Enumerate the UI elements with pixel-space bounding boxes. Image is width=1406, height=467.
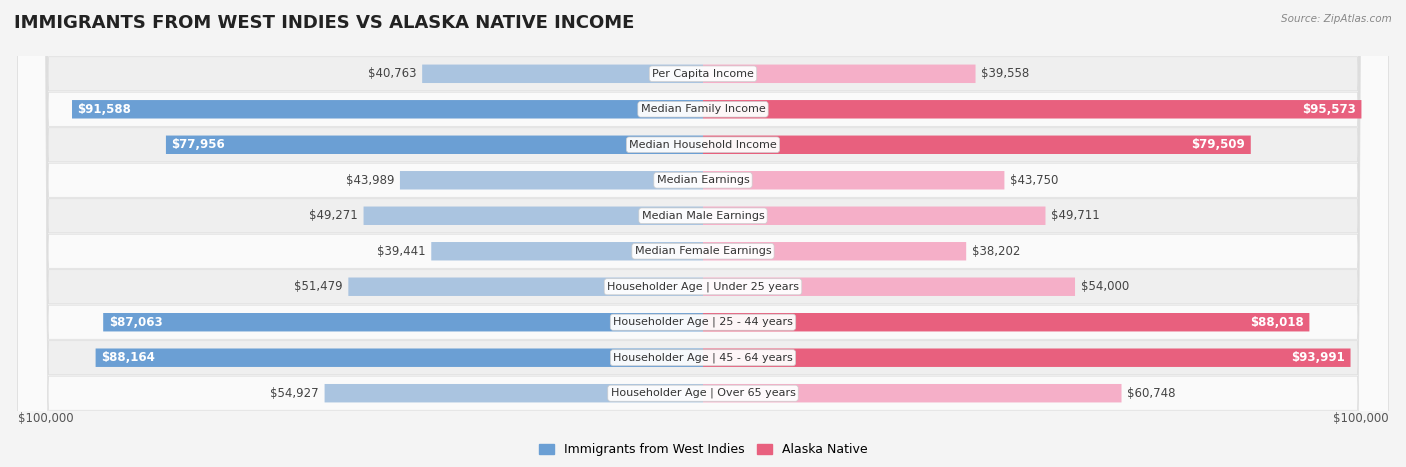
Text: $51,479: $51,479 — [294, 280, 343, 293]
Text: $38,202: $38,202 — [972, 245, 1021, 258]
Text: $60,748: $60,748 — [1128, 387, 1175, 400]
Text: $40,763: $40,763 — [368, 67, 416, 80]
Text: $54,927: $54,927 — [270, 387, 319, 400]
Text: $95,573: $95,573 — [1302, 103, 1355, 116]
FancyBboxPatch shape — [703, 242, 966, 261]
FancyBboxPatch shape — [17, 0, 1389, 467]
FancyBboxPatch shape — [72, 100, 703, 119]
FancyBboxPatch shape — [166, 135, 703, 154]
FancyBboxPatch shape — [325, 384, 703, 403]
Text: $39,558: $39,558 — [981, 67, 1029, 80]
Text: $43,750: $43,750 — [1010, 174, 1059, 187]
Text: $100,000: $100,000 — [17, 412, 73, 425]
FancyBboxPatch shape — [703, 171, 1004, 190]
FancyBboxPatch shape — [349, 277, 703, 296]
Text: $43,989: $43,989 — [346, 174, 395, 187]
Text: $88,018: $88,018 — [1250, 316, 1303, 329]
FancyBboxPatch shape — [17, 0, 1389, 467]
Text: $88,164: $88,164 — [101, 351, 155, 364]
FancyBboxPatch shape — [17, 0, 1389, 467]
Text: Median Family Income: Median Family Income — [641, 104, 765, 114]
Text: Median Female Earnings: Median Female Earnings — [634, 246, 772, 256]
FancyBboxPatch shape — [703, 348, 1351, 367]
Text: $93,991: $93,991 — [1291, 351, 1346, 364]
Text: $39,441: $39,441 — [377, 245, 426, 258]
Text: $49,711: $49,711 — [1052, 209, 1099, 222]
Text: Householder Age | 45 - 64 years: Householder Age | 45 - 64 years — [613, 353, 793, 363]
Text: $79,509: $79,509 — [1191, 138, 1246, 151]
FancyBboxPatch shape — [703, 135, 1251, 154]
FancyBboxPatch shape — [17, 0, 1389, 467]
Text: $100,000: $100,000 — [1333, 412, 1389, 425]
Text: $54,000: $54,000 — [1081, 280, 1129, 293]
FancyBboxPatch shape — [703, 100, 1361, 119]
FancyBboxPatch shape — [17, 0, 1389, 467]
FancyBboxPatch shape — [364, 206, 703, 225]
FancyBboxPatch shape — [103, 313, 703, 332]
FancyBboxPatch shape — [96, 348, 703, 367]
FancyBboxPatch shape — [399, 171, 703, 190]
FancyBboxPatch shape — [422, 64, 703, 83]
Text: Householder Age | 25 - 44 years: Householder Age | 25 - 44 years — [613, 317, 793, 327]
Text: IMMIGRANTS FROM WEST INDIES VS ALASKA NATIVE INCOME: IMMIGRANTS FROM WEST INDIES VS ALASKA NA… — [14, 14, 634, 32]
Text: Per Capita Income: Per Capita Income — [652, 69, 754, 79]
Text: Householder Age | Over 65 years: Householder Age | Over 65 years — [610, 388, 796, 398]
Legend: Immigrants from West Indies, Alaska Native: Immigrants from West Indies, Alaska Nati… — [534, 439, 872, 461]
Text: $77,956: $77,956 — [172, 138, 225, 151]
FancyBboxPatch shape — [17, 0, 1389, 467]
FancyBboxPatch shape — [703, 64, 976, 83]
FancyBboxPatch shape — [17, 0, 1389, 467]
FancyBboxPatch shape — [17, 0, 1389, 467]
FancyBboxPatch shape — [432, 242, 703, 261]
FancyBboxPatch shape — [17, 0, 1389, 467]
FancyBboxPatch shape — [703, 313, 1309, 332]
Text: Median Earnings: Median Earnings — [657, 175, 749, 185]
Text: Householder Age | Under 25 years: Householder Age | Under 25 years — [607, 282, 799, 292]
FancyBboxPatch shape — [703, 384, 1122, 403]
Text: $87,063: $87,063 — [108, 316, 162, 329]
Text: Median Male Earnings: Median Male Earnings — [641, 211, 765, 221]
FancyBboxPatch shape — [703, 277, 1076, 296]
FancyBboxPatch shape — [17, 0, 1389, 467]
Text: Median Household Income: Median Household Income — [628, 140, 778, 150]
Text: $49,271: $49,271 — [309, 209, 359, 222]
Text: $91,588: $91,588 — [77, 103, 131, 116]
FancyBboxPatch shape — [703, 206, 1046, 225]
Text: Source: ZipAtlas.com: Source: ZipAtlas.com — [1281, 14, 1392, 24]
